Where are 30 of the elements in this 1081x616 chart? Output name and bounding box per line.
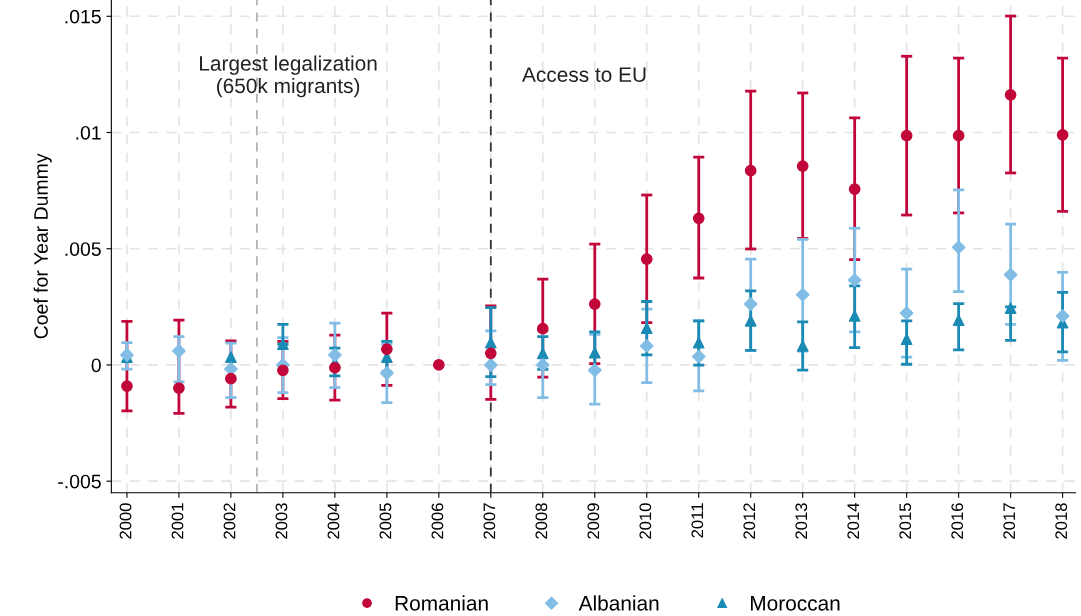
x-tick-label: 2005 [379, 503, 392, 539]
y-axis-title: Coef for Year Dummy [33, 153, 52, 339]
ref-line-label: Access to EU [522, 67, 646, 82]
x-tick-label: 2002 [223, 503, 236, 539]
x-tick-label: 2017 [1003, 503, 1016, 539]
x-tick-label: 2016 [951, 503, 964, 539]
legend-label: Romanian [395, 595, 488, 611]
ref-line-label: Largest legalization (650k migrants) [200, 55, 377, 98]
x-tick-label: 2011 [691, 503, 704, 538]
x-tick-label: 2009 [587, 503, 600, 539]
x-tick-label: 2015 [899, 503, 912, 539]
legend-label: Albanian [578, 595, 659, 611]
y-tick-label: .015 [65, 9, 101, 24]
y-tick-label: .01 [76, 125, 101, 140]
x-tick-label: 2018 [1055, 503, 1068, 539]
legend-label: Moroccan [751, 596, 840, 611]
x-tick-label: 2006 [431, 503, 444, 539]
x-tick-label: 2003 [275, 503, 288, 539]
x-tick-label: 2013 [795, 503, 808, 539]
y-tick-label: 0 [91, 358, 101, 373]
x-tick-label: 2008 [535, 503, 548, 539]
x-tick-label: 2001 [171, 503, 184, 539]
x-tick-label: 2014 [847, 503, 860, 539]
x-tick-label: 2004 [327, 503, 340, 539]
y-tick-label: -.005 [58, 474, 101, 489]
x-tick-label: 2007 [483, 503, 496, 539]
y-tick-label: .005 [65, 242, 101, 256]
x-tick-label: 2012 [743, 503, 756, 539]
x-tick-label: 2010 [639, 503, 652, 539]
x-tick-label: 2000 [119, 503, 132, 539]
